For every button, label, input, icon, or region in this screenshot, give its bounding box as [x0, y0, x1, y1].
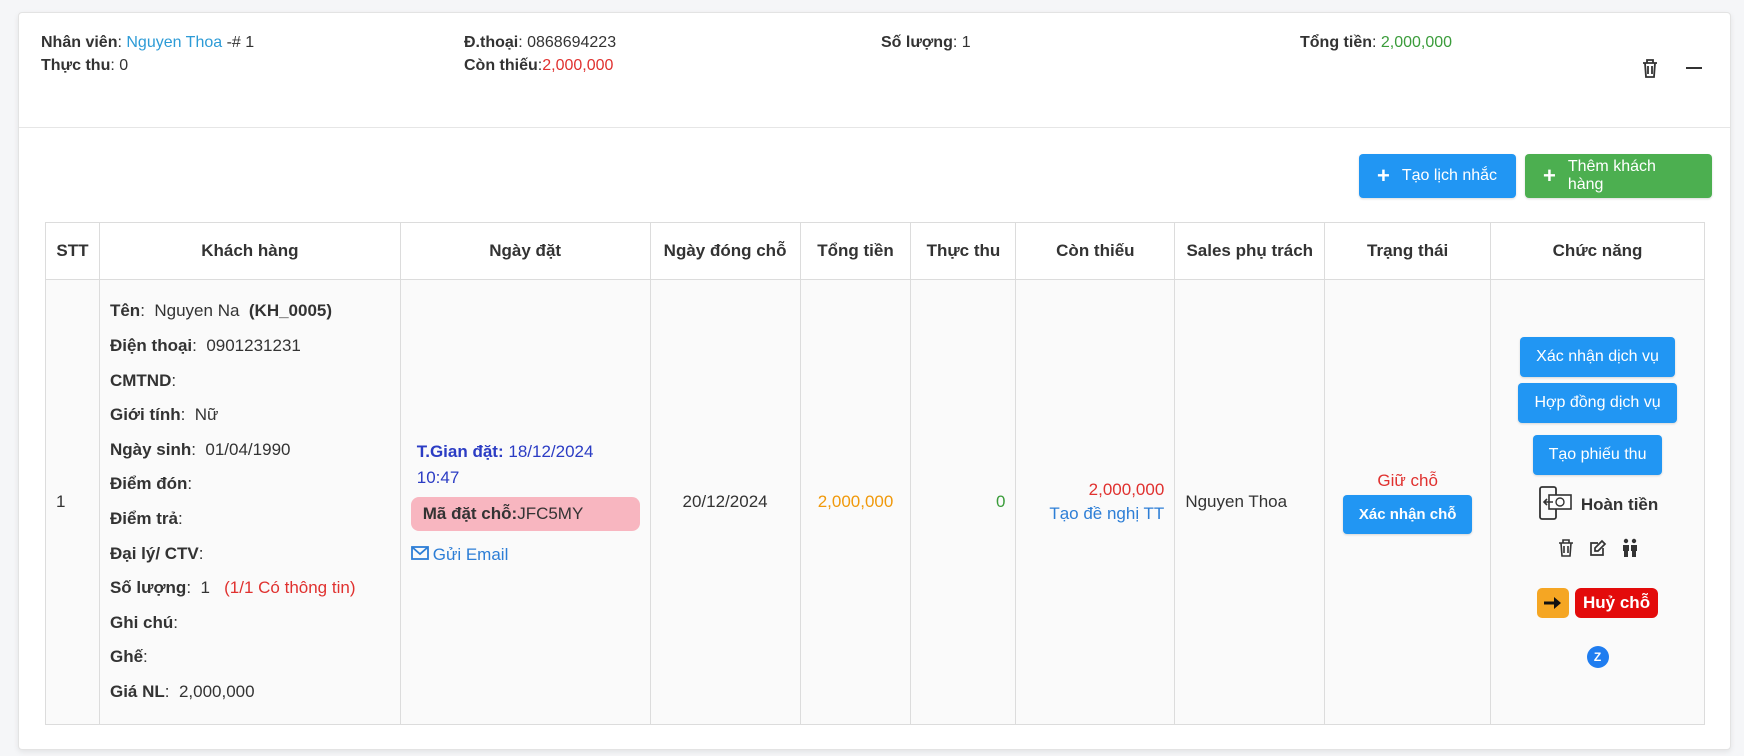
qty-info: Số lượng: 1	[881, 34, 971, 51]
refund-label: Hoàn tiền	[1580, 495, 1659, 514]
remaining-cell: 2,000,000 Tạo đề nghị TT	[1015, 279, 1176, 725]
trash-icon[interactable]	[1640, 57, 1660, 79]
staff-name[interactable]: Nguyen Thoa	[126, 34, 223, 51]
customer-dropoff-line: Điểm trả:	[109, 509, 183, 528]
customer-seat-line: Ghế:	[109, 647, 148, 667]
phone-label: Đ.thoại	[464, 34, 519, 51]
customer-qty-line: Số lượng: 1 (1/1 Có thông tin)	[109, 578, 356, 598]
paid-info: Thực thu: 0	[41, 57, 129, 74]
create-reminder-label: Tạo lịch nhắc	[1401, 167, 1498, 184]
customer-agent-line: Đại lý/ CTV:	[109, 543, 204, 563]
phone-info: Đ.thoại: 0868694223	[464, 34, 617, 51]
header-actions	[1640, 57, 1704, 79]
remaining-label: Còn thiếu	[464, 57, 538, 74]
paid-cell: 0	[910, 279, 1017, 725]
trash-icon[interactable]	[1556, 538, 1576, 558]
booking-cell: T.Gian đặt: 18/12/2024 10:47 Mã đặt chỗ:…	[399, 279, 651, 725]
customer-id-line: CMTND:	[109, 370, 177, 390]
customer-gender-line: Giới tính: Nữ	[109, 405, 219, 425]
customer-cell: Tên: Nguyen Na (KH_0005) Điện thoại: 090…	[98, 279, 401, 725]
actions-cell: Xác nhận dịch vụ Hợp đồng dịch vụ Tạo ph…	[1490, 279, 1705, 725]
customer-note-line: Ghi chú:	[109, 612, 178, 632]
send-email-label: Gửi Email	[432, 545, 509, 564]
col-actions: Chức năng	[1490, 222, 1705, 280]
cancel-actions: Huỷ chỗ	[1491, 587, 1704, 618]
add-customer-button[interactable]: + Thêm khách hàng	[1525, 154, 1712, 198]
col-close-date: Ngày đóng chỗ	[649, 222, 801, 280]
row-icon-actions	[1491, 538, 1704, 558]
refund-button[interactable]: Hoàn tiền	[1537, 485, 1658, 526]
col-customer: Khách hàng	[98, 222, 401, 280]
service-contract-button[interactable]: Hợp đồng dịch vụ	[1518, 382, 1677, 423]
customer-pickup-line: Điểm đón:	[109, 474, 193, 494]
confirm-service-button[interactable]: Xác nhận dịch vụ	[1520, 336, 1675, 377]
remaining-info: Còn thiếu:2,000,000	[464, 57, 614, 74]
close-date-cell: 20/12/2024	[649, 279, 801, 725]
minus-icon[interactable]	[1684, 57, 1704, 79]
booking-code-badge: Mã đặt chỗ:JFC5MY	[410, 497, 640, 531]
phone-value: 0868694223	[527, 34, 617, 51]
col-paid: Thực thu	[910, 222, 1017, 280]
edit-icon[interactable]	[1588, 538, 1608, 558]
booking-card: Nhân viên: Nguyen Thoa -# 1 Thực thu: 0 …	[18, 12, 1731, 750]
staff-label: Nhân viên	[41, 34, 118, 51]
customer-price-line: Giá NL: 2,000,000	[109, 681, 255, 701]
total-value: 2,000,000	[1380, 34, 1453, 51]
create-reminder-button[interactable]: + Tạo lịch nhắc	[1359, 154, 1516, 198]
cancel-hold-button[interactable]: Huỷ chỗ	[1575, 587, 1659, 618]
col-stt: STT	[45, 222, 100, 280]
confirm-hold-button[interactable]: Xác nhận chỗ	[1342, 494, 1473, 534]
qty-value: 1	[961, 34, 971, 51]
staff-suffix: -# 1	[226, 34, 255, 51]
payment-request-link[interactable]: Tạo đề nghị TT	[1049, 504, 1165, 523]
col-remaining: Còn thiếu	[1015, 222, 1176, 280]
status-cell: Giữ chỗ Xác nhận chỗ	[1324, 279, 1492, 725]
paid-value: 0	[119, 57, 129, 74]
booking-table: STT Khách hàng Ngày đặt Ngày đóng chỗ Tổ…	[45, 222, 1705, 725]
remaining-amount: 2,000,000	[1088, 480, 1165, 499]
arrow-right-icon[interactable]	[1537, 587, 1570, 618]
people-icon[interactable]	[1620, 538, 1640, 558]
sales-cell: Nguyen Thoa	[1174, 279, 1326, 725]
total-info: Tổng tiền: 2,000,000	[1300, 34, 1453, 51]
booking-time: T.Gian đặt: 18/12/2024 10:47	[416, 442, 594, 487]
col-sales: Sales phụ trách	[1174, 222, 1326, 280]
total-label: Tổng tiền	[1300, 34, 1372, 51]
staff-info: Nhân viên: Nguyen Thoa -# 1	[41, 34, 255, 51]
booking-summary: Nhân viên: Nguyen Thoa -# 1 Thực thu: 0 …	[19, 13, 1730, 128]
total-cell: 2,000,000	[799, 279, 912, 725]
row-stt: 1	[45, 279, 100, 725]
mail-icon	[410, 545, 429, 565]
status-text: Giữ chỗ	[1377, 470, 1438, 490]
col-total: Tổng tiền	[799, 222, 912, 280]
table-header-row: STT Khách hàng Ngày đặt Ngày đóng chỗ Tổ…	[45, 222, 1705, 280]
paid-label: Thực thu	[41, 57, 111, 74]
create-receipt-button[interactable]: Tạo phiếu thu	[1532, 434, 1663, 475]
table-row: 1 Tên: Nguyen Na (KH_0005) Điện thoại: 0…	[45, 279, 1705, 725]
remaining-value: 2,000,000	[542, 57, 614, 74]
col-status: Trạng thái	[1324, 222, 1492, 280]
qty-label: Số lượng	[881, 34, 953, 51]
phone-money-icon	[1537, 485, 1575, 526]
customer-phone-line: Điện thoại: 0901231231	[109, 336, 301, 356]
col-booking-date: Ngày đặt	[399, 222, 651, 280]
add-customer-label: Thêm khách hàng	[1567, 158, 1656, 193]
plus-icon: +	[1543, 163, 1556, 188]
plus-icon: +	[1377, 163, 1390, 188]
send-email-link[interactable]: Gửi Email	[410, 545, 640, 565]
customer-name-line: Tên: Nguyen Na (KH_0005)	[109, 301, 333, 321]
customer-dob-line: Ngày sinh: 01/04/1990	[109, 439, 291, 459]
zalo-icon[interactable]: Z	[1586, 645, 1609, 668]
